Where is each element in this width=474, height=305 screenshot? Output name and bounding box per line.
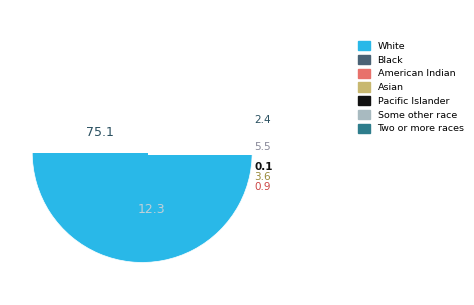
Wedge shape: [64, 70, 142, 152]
Wedge shape: [32, 42, 252, 263]
Wedge shape: [90, 44, 142, 152]
Legend: White, Black, American Indian, Asian, Pacific Islander, Some other race, Two or : White, Black, American Indian, Asian, Pa…: [358, 41, 465, 133]
Bar: [21, 31, 148, 152]
Wedge shape: [69, 56, 142, 152]
Text: 5.5: 5.5: [255, 142, 271, 152]
Text: 75.1: 75.1: [86, 126, 114, 139]
Text: 3.6: 3.6: [255, 172, 271, 182]
Wedge shape: [32, 75, 142, 152]
Text: 0.9: 0.9: [255, 182, 271, 192]
Wedge shape: [89, 56, 142, 152]
Bar: [148, 36, 263, 155]
Text: 0.1: 0.1: [255, 162, 273, 172]
Text: 2.4: 2.4: [255, 114, 271, 124]
Text: 12.3: 12.3: [137, 203, 165, 216]
Wedge shape: [126, 42, 142, 152]
